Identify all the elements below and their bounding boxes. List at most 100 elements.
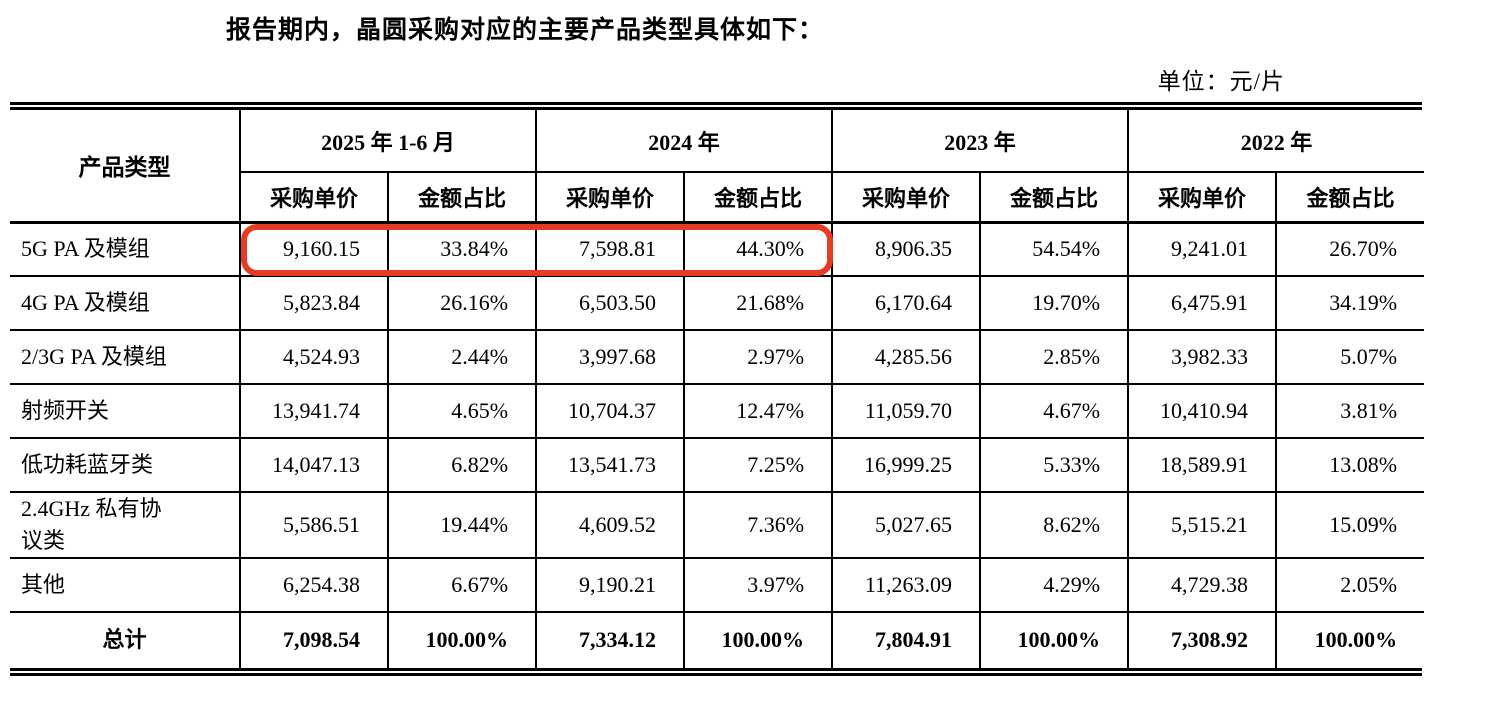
table-row: 低功耗蓝牙类 14,047.13 6.82% 13,541.73 7.25% 16,999…: [10, 437, 1425, 493]
sub-header-share: 金额占比: [1275, 171, 1425, 223]
value-cell: 34.19%: [1275, 275, 1425, 331]
value-cell: 6.67%: [386, 556, 538, 613]
value-cell: 6,170.64: [831, 275, 982, 331]
value-cell: 6,475.91: [1127, 275, 1278, 331]
value-cell: 5,027.65: [831, 491, 982, 559]
value-cell: 3.97%: [683, 556, 834, 613]
value-cell: 7,308.92: [1127, 610, 1278, 668]
value-cell: 6,503.50: [535, 275, 686, 331]
product-type-cell: 低功耗蓝牙类: [10, 437, 241, 493]
value-cell: 4,524.93: [239, 329, 389, 385]
value-cell: 6,254.38: [239, 556, 389, 613]
value-cell: 15.09%: [1275, 491, 1425, 559]
product-type-cell: 其他: [10, 556, 241, 613]
document-page: 报告期内，晶圆采购对应的主要产品类型具体如下： 单位：元/片 产品类型 2025…: [0, 10, 1494, 708]
value-cell: 6.82%: [386, 437, 538, 493]
value-cell: 11,263.09: [831, 556, 982, 613]
sub-header-share: 金额占比: [683, 171, 834, 223]
value-cell: 3.81%: [1275, 383, 1425, 439]
product-type-cell: 2/3G PA 及模组: [10, 329, 241, 385]
table-row: 4G PA 及模组 5,823.84 26.16% 6,503.50 21.68% 6,1…: [10, 275, 1425, 331]
value-cell: 7.25%: [683, 437, 834, 493]
value-cell: 12.47%: [683, 383, 834, 439]
value-cell: 7,098.54: [239, 610, 389, 668]
unit-label: 单位：元/片: [1157, 69, 1285, 94]
table-row: 5G PA 及模组 9,160.15 33.84% 7,598.81 44.30% 8,9…: [10, 221, 1425, 277]
value-cell: 3,982.33: [1127, 329, 1278, 385]
value-cell: 18,589.91: [1127, 437, 1278, 493]
procurement-table-wrap: 产品类型 2025 年 1-6 月 2024 年 2023 年 2022 年 采…: [10, 102, 1425, 676]
value-cell: 5,823.84: [239, 275, 389, 331]
value-cell: 10,410.94: [1127, 383, 1278, 439]
value-cell: 26.70%: [1275, 221, 1425, 277]
value-cell: 21.68%: [683, 275, 834, 331]
table-row: 射频开关 13,941.74 4.65% 10,704.37 12.47% 11,059.…: [10, 383, 1425, 439]
value-cell: 2.05%: [1275, 556, 1425, 613]
value-cell: 13,541.73: [535, 437, 686, 493]
year-header-2023: 2023 年: [831, 110, 1130, 173]
year-header-2025: 2025 年 1-6 月: [238, 110, 538, 173]
sub-header-share: 金额占比: [386, 171, 538, 223]
value-cell: 54.54%: [979, 221, 1130, 277]
sub-header-share: 金额占比: [979, 171, 1130, 223]
value-cell: 11,059.70: [831, 383, 982, 439]
value-cell: 5.07%: [1275, 329, 1425, 385]
table-header: 产品类型 2025 年 1-6 月 2024 年 2023 年 2022 年 采…: [10, 110, 1425, 223]
table-row: 其他 6,254.38 6.67% 9,190.21 3.97% 11,263.09 4.2…: [10, 556, 1425, 613]
value-cell: 13,941.74: [239, 383, 389, 439]
value-cell: 7.36%: [683, 491, 834, 559]
year-header-2024: 2024 年: [535, 110, 834, 173]
value-cell: 19.44%: [386, 491, 538, 559]
value-cell: 9,160.15: [239, 221, 389, 277]
value-cell: 100.00%: [683, 610, 834, 668]
value-cell: 7,598.81: [535, 221, 686, 277]
table-body: 5G PA 及模组 9,160.15 33.84% 7,598.81 44.30% 8,9…: [10, 221, 1425, 668]
value-cell: 13.08%: [1275, 437, 1425, 493]
value-cell: 10,704.37: [535, 383, 686, 439]
value-cell: 7,334.12: [535, 610, 686, 668]
value-cell: 19.70%: [979, 275, 1130, 331]
sub-header-price: 采购单价: [240, 171, 389, 223]
value-cell: 7,804.91: [831, 610, 982, 668]
value-cell: 14,047.13: [239, 437, 389, 493]
value-cell: 5.33%: [979, 437, 1130, 493]
sub-header-price: 采购单价: [1127, 171, 1278, 223]
value-cell: 5,515.21: [1127, 491, 1278, 559]
sub-header-price: 采购单价: [535, 171, 686, 223]
procurement-table: 产品类型 2025 年 1-6 月 2024 年 2023 年 2022 年 采…: [10, 110, 1425, 668]
value-cell: 26.16%: [386, 275, 538, 331]
value-cell: 4,285.56: [831, 329, 982, 385]
year-header-row: 产品类型 2025 年 1-6 月 2024 年 2023 年 2022 年: [10, 110, 1425, 223]
value-cell: 2.44%: [386, 329, 538, 385]
value-cell: 4.65%: [386, 383, 538, 439]
value-cell: 9,190.21: [535, 556, 686, 613]
value-cell: 4.67%: [979, 383, 1130, 439]
table-row: 2.4GHz 私有协 议类 5,586.51 19.44% 4,609.52 7.36%…: [10, 491, 1425, 559]
product-type-cell: 射频开关: [10, 383, 241, 439]
value-cell: 8,906.35: [831, 221, 982, 277]
value-cell: 3,997.68: [535, 329, 686, 385]
intro-text: 报告期内，晶圆采购对应的主要产品类型具体如下：: [226, 17, 825, 44]
value-cell: 16,999.25: [831, 437, 982, 493]
sub-header-row: 采购单价 金额占比 采购单价 金额占比 采购单价 金额占比 采购单价 金额占比: [10, 171, 1425, 223]
table-row: 2/3G PA 及模组 4,524.93 2.44% 3,997.68 2.97% 4,2…: [10, 329, 1425, 385]
value-cell: 8.62%: [979, 491, 1130, 559]
product-type-cell: 2.4GHz 私有协 议类: [10, 491, 241, 559]
value-cell: 4,729.38: [1127, 556, 1278, 613]
value-cell: 100.00%: [1275, 610, 1425, 668]
product-type-cell: 4G PA 及模组: [10, 275, 241, 331]
value-cell: 9,241.01: [1127, 221, 1278, 277]
product-type-cell: 5G PA 及模组: [10, 221, 241, 277]
value-cell: 44.30%: [683, 221, 834, 277]
value-cell: 2.85%: [979, 329, 1130, 385]
year-header-2022: 2022 年: [1127, 110, 1425, 173]
value-cell: 100.00%: [979, 610, 1130, 668]
value-cell: 2.97%: [683, 329, 834, 385]
value-cell: 5,586.51: [239, 491, 389, 559]
value-cell: 4.29%: [979, 556, 1130, 613]
sub-header-price: 采购单价: [831, 171, 982, 223]
corner-header: 产品类型: [10, 110, 241, 223]
value-cell: 4,609.52: [535, 491, 686, 559]
total-row: 总计 7,098.54 100.00% 7,334.12 100.00% 7,804.91…: [10, 610, 1425, 668]
value-cell: 33.84%: [386, 221, 538, 277]
